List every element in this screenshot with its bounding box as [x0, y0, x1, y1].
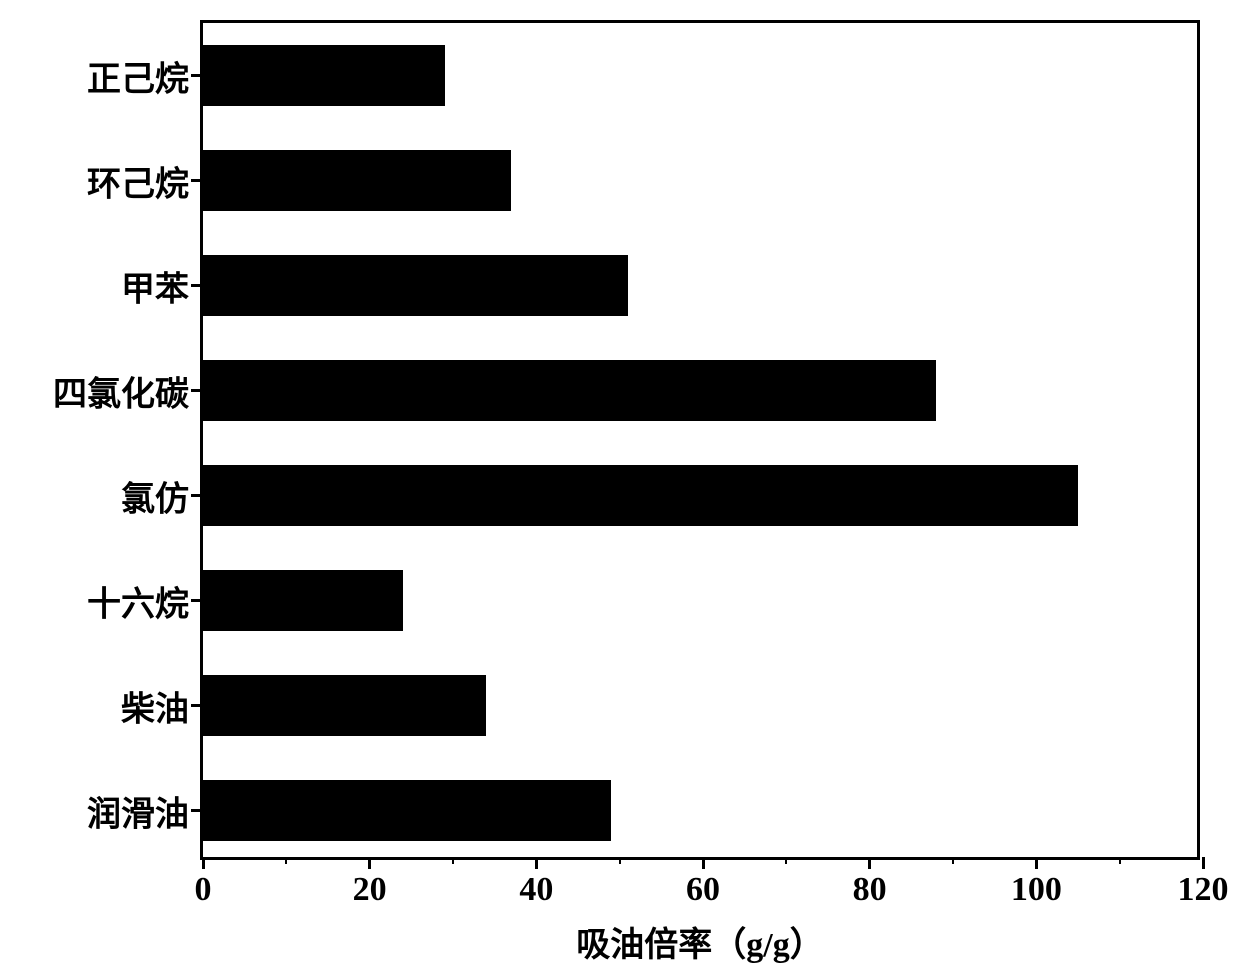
x-tick-label: 40 [519, 857, 553, 909]
x-tick-label: 60 [686, 857, 720, 909]
y-category-label: 四氯化碳 [53, 366, 203, 415]
y-tick [191, 809, 203, 812]
y-tick [191, 74, 203, 77]
x-tick-label: 100 [1011, 857, 1062, 909]
bar [203, 150, 511, 211]
bar [203, 465, 1078, 526]
y-tick [191, 599, 203, 602]
y-category-label: 十六烷 [87, 576, 203, 625]
x-tick-minor [619, 857, 621, 864]
chart-container: 正己烷环己烷甲苯四氯化碳氯仿十六烷柴油润滑油020406080100120吸油倍… [0, 0, 1240, 957]
bar [203, 45, 445, 106]
bar [203, 675, 486, 736]
bar [203, 360, 936, 421]
x-tick-minor [452, 857, 454, 864]
x-tick-label: 20 [353, 857, 387, 909]
x-tick-minor [285, 857, 287, 864]
y-tick [191, 494, 203, 497]
bar [203, 780, 611, 841]
x-tick-label: 120 [1178, 857, 1229, 909]
plot-area: 正己烷环己烷甲苯四氯化碳氯仿十六烷柴油润滑油020406080100120吸油倍… [200, 20, 1200, 860]
y-category-label: 环己烷 [87, 156, 203, 205]
y-tick [191, 389, 203, 392]
x-tick-label: 0 [195, 857, 212, 909]
y-category-label: 润滑油 [87, 786, 203, 835]
bar [203, 570, 403, 631]
y-tick [191, 179, 203, 182]
x-tick-label: 80 [853, 857, 887, 909]
y-category-label: 正己烷 [87, 51, 203, 100]
x-tick-minor [785, 857, 787, 864]
bar [203, 255, 628, 316]
x-axis-label: 吸油倍率（g/g） [576, 917, 823, 966]
y-tick [191, 704, 203, 707]
x-tick-minor [1119, 857, 1121, 864]
x-tick-minor [952, 857, 954, 864]
y-tick [191, 284, 203, 287]
